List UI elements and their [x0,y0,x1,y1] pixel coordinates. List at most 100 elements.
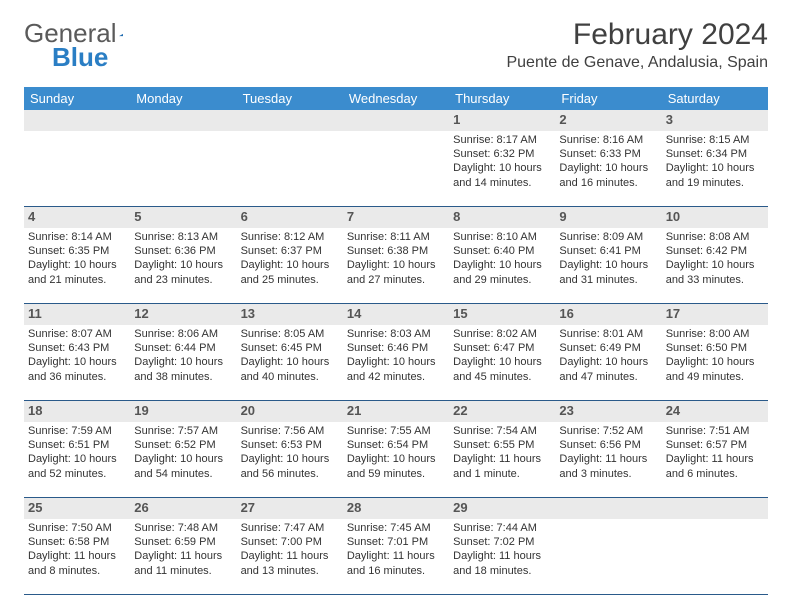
day-number: 15 [449,304,555,325]
sunset-line: Sunset: 6:58 PM [28,535,126,549]
calendar-cell: 20Sunrise: 7:56 AMSunset: 6:53 PMDayligh… [237,401,343,489]
calendar-cell: 10Sunrise: 8:08 AMSunset: 6:42 PMDayligh… [662,207,768,295]
sunset-line: Sunset: 6:37 PM [241,244,339,258]
sunrise-line: Sunrise: 7:50 AM [28,521,126,535]
weekday-sunday: Sunday [24,87,130,110]
day-number: 7 [343,207,449,228]
calendar-cell: 17 Sunrise: 8:00 AMSunset: 6:50 PMDayligh… [662,304,768,392]
sunset-line: Sunset: 6:33 PM [559,147,657,161]
sunrise-line: Sunrise: 8:11 AM [347,230,445,244]
day-number: 18 [24,401,130,422]
daylight-line: Daylight: 10 hours and 29 minutes. [453,258,551,287]
daylight-line: Daylight: 11 hours and 16 minutes. [347,549,445,578]
header: General February 2024 Puente de Genave, … [24,18,768,72]
sunset-line: Sunset: 6:40 PM [453,244,551,258]
calendar-cell: 22Sunrise: 7:54 AMSunset: 6:55 PMDayligh… [449,401,555,489]
day-number: 2 [555,110,661,131]
sunset-line: Sunset: 7:01 PM [347,535,445,549]
daylight-line: Daylight: 10 hours and 25 minutes. [241,258,339,287]
day-number-empty [130,110,236,131]
sunrise-line: Sunrise: 8:02 AM [453,327,551,341]
day-number: 12 [130,304,236,325]
day-number: 13 [237,304,343,325]
sunset-line: Sunset: 7:02 PM [453,535,551,549]
weekday-saturday: Saturday [662,87,768,110]
day-number: 6 [237,207,343,228]
sunrise-line: Sunrise: 8:03 AM [347,327,445,341]
day-number: 23 [555,401,661,422]
sunset-line: Sunset: 6:50 PM [666,341,764,355]
weekday-tuesday: Tuesday [237,87,343,110]
calendar-cell: 26Sunrise: 7:48 AMSunset: 6:59 PMDayligh… [130,498,236,586]
sunset-line: Sunset: 6:55 PM [453,438,551,452]
sunrise-line: Sunrise: 8:06 AM [134,327,232,341]
day-number: 20 [237,401,343,422]
day-number: 25 [24,498,130,519]
sunrise-line: Sunrise: 7:59 AM [28,424,126,438]
calendar-cell: 1Sunrise: 8:17 AMSunset: 6:32 PMDaylight… [449,110,555,198]
day-number: 22 [449,401,555,422]
calendar-cell: 5Sunrise: 8:13 AMSunset: 6:36 PMDaylight… [130,207,236,295]
sunrise-line: Sunrise: 7:44 AM [453,521,551,535]
sunrise-line: Sunrise: 8:09 AM [559,230,657,244]
sunset-line: Sunset: 6:59 PM [134,535,232,549]
calendar-cell: 25 Sunrise: 7:50 AMSunset: 6:58 PMDayligh… [24,498,130,586]
calendar-cell: 18Sunrise: 7:59 AMSunset: 6:51 PMDayligh… [24,401,130,489]
day-number-empty [24,110,130,131]
calendar-cell: 27Sunrise: 7:47 AMSunset: 7:00 PMDayligh… [237,498,343,586]
calendar-cell [130,110,236,198]
sunset-line: Sunset: 6:56 PM [559,438,657,452]
daylight-line: Daylight: 10 hours and 49 minutes. [666,355,764,384]
daylight-line: Daylight: 10 hours and 45 minutes. [453,355,551,384]
sunset-line: Sunset: 6:57 PM [666,438,764,452]
calendar-grid: 1Sunrise: 8:17 AMSunset: 6:32 PMDaylight… [24,110,768,595]
daylight-line: Daylight: 10 hours and 40 minutes. [241,355,339,384]
sunset-line: Sunset: 6:42 PM [666,244,764,258]
sunset-line: Sunset: 6:36 PM [134,244,232,258]
title-block: February 2024 Puente de Genave, Andalusi… [506,18,768,72]
daylight-line: Daylight: 10 hours and 38 minutes. [134,355,232,384]
daylight-line: Daylight: 11 hours and 13 minutes. [241,549,339,578]
day-number: 16 [555,304,661,325]
day-number: 3 [662,110,768,131]
day-number: 17 [662,304,768,325]
day-number: 24 [662,401,768,422]
calendar-cell: 28Sunrise: 7:45 AMSunset: 7:01 PMDayligh… [343,498,449,586]
location: Puente de Genave, Andalusia, Spain [506,54,768,72]
calendar-cell: 3Sunrise: 8:15 AMSunset: 6:34 PMDaylight… [662,110,768,198]
sunrise-line: Sunrise: 8:05 AM [241,327,339,341]
sunset-line: Sunset: 6:38 PM [347,244,445,258]
calendar-cell [662,498,768,586]
sunset-line: Sunset: 6:52 PM [134,438,232,452]
calendar-cell: 19Sunrise: 7:57 AMSunset: 6:52 PMDayligh… [130,401,236,489]
weekday-header: Sunday Monday Tuesday Wednesday Thursday… [24,87,768,110]
sunrise-line: Sunrise: 8:08 AM [666,230,764,244]
sunset-line: Sunset: 6:54 PM [347,438,445,452]
day-number-empty [237,110,343,131]
calendar-cell: 11Sunrise: 8:07 AMSunset: 6:43 PMDayligh… [24,304,130,392]
sunrise-line: Sunrise: 8:14 AM [28,230,126,244]
calendar-cell: 6Sunrise: 8:12 AMSunset: 6:37 PMDaylight… [237,207,343,295]
calendar-cell [24,110,130,198]
day-number: 11 [24,304,130,325]
calendar-cell [343,110,449,198]
day-number: 1 [449,110,555,131]
sunrise-line: Sunrise: 7:45 AM [347,521,445,535]
daylight-line: Daylight: 10 hours and 19 minutes. [666,161,764,190]
daylight-line: Daylight: 10 hours and 36 minutes. [28,355,126,384]
sunrise-line: Sunrise: 8:00 AM [666,327,764,341]
calendar-cell: 14Sunrise: 8:03 AMSunset: 6:46 PMDayligh… [343,304,449,392]
daylight-line: Daylight: 11 hours and 8 minutes. [28,549,126,578]
sunrise-line: Sunrise: 7:56 AM [241,424,339,438]
sunset-line: Sunset: 6:35 PM [28,244,126,258]
sunset-line: Sunset: 6:41 PM [559,244,657,258]
sunset-line: Sunset: 6:51 PM [28,438,126,452]
logo-triangle-icon [119,28,123,42]
calendar-cell: 24Sunrise: 7:51 AMSunset: 6:57 PMDayligh… [662,401,768,489]
daylight-line: Daylight: 11 hours and 11 minutes. [134,549,232,578]
calendar-cell: 7Sunrise: 8:11 AMSunset: 6:38 PMDaylight… [343,207,449,295]
calendar-cell: 4Sunrise: 8:14 AMSunset: 6:35 PMDaylight… [24,207,130,295]
sunrise-line: Sunrise: 8:16 AM [559,133,657,147]
sunrise-line: Sunrise: 8:10 AM [453,230,551,244]
day-number: 8 [449,207,555,228]
